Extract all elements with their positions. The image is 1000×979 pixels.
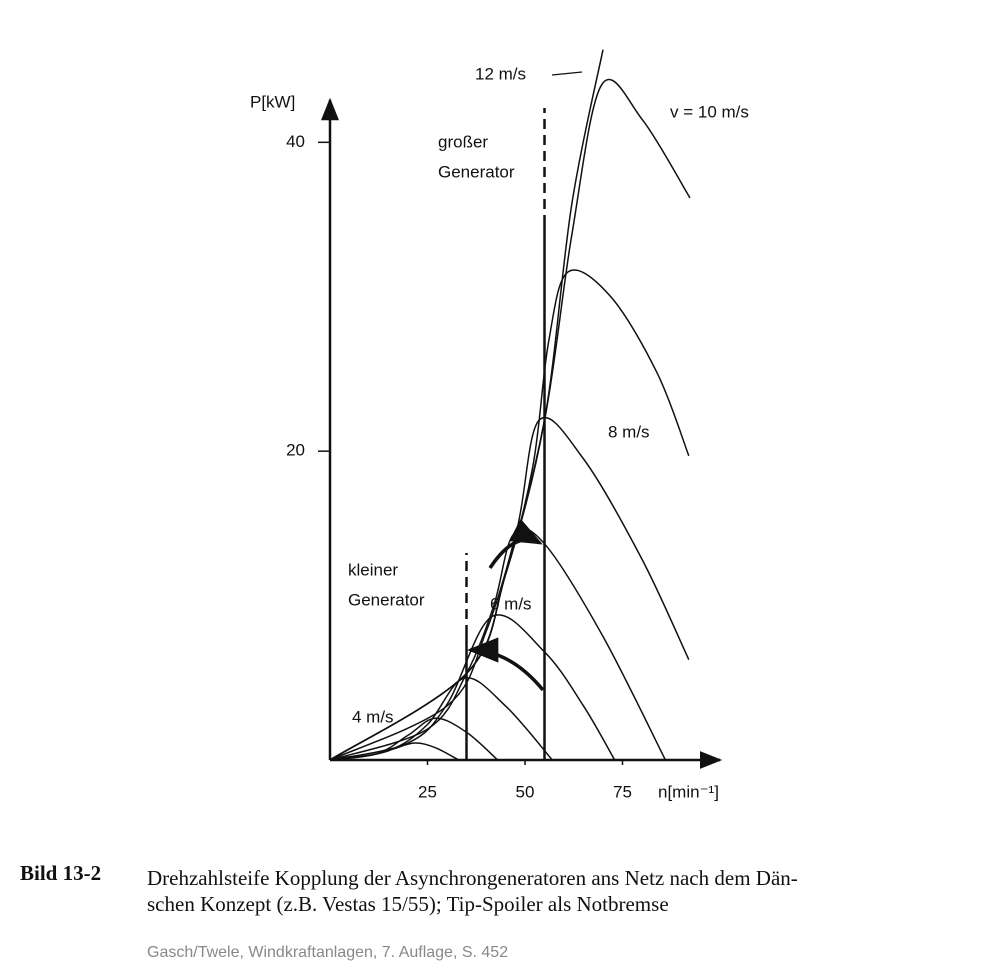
x-tick-label: 75 xyxy=(613,782,632,801)
power-curve xyxy=(329,527,667,761)
caption-label: Bild 13-2 xyxy=(20,861,101,885)
curve-label: 4 m/s xyxy=(352,707,394,726)
power-curve xyxy=(329,677,553,761)
annotation: großer xyxy=(438,132,488,151)
annotation: kleiner xyxy=(348,560,398,579)
y-tick-label: 40 xyxy=(286,132,305,151)
y-axis-label: P[kW] xyxy=(250,92,295,111)
x-axis-label: n[min⁻¹] xyxy=(658,782,719,801)
x-tick-label: 50 xyxy=(516,782,535,801)
power-curve xyxy=(329,269,690,761)
power-curve xyxy=(329,614,616,761)
y-tick-label: 20 xyxy=(286,441,305,460)
annotation: Generator xyxy=(348,590,425,609)
caption-source: Gasch/Twele, Windkraftanlagen, 7. Auflag… xyxy=(147,944,508,961)
caption-line: Drehzahlsteife Kopplung der Asynchrongen… xyxy=(147,866,798,890)
power-curve xyxy=(329,49,604,761)
caption-line: schen Konzept (z.B. Vestas 15/55); Tip-S… xyxy=(147,892,669,916)
curve-label: v = 10 m/s xyxy=(670,102,749,121)
curve-label: 6 m/s xyxy=(490,594,532,613)
power-curve xyxy=(329,417,690,761)
power-curve xyxy=(329,78,691,761)
curve-label: 8 m/s xyxy=(608,422,650,441)
annotation: Generator xyxy=(438,162,515,181)
x-tick-label: 25 xyxy=(418,782,437,801)
curve-label: 12 m/s xyxy=(475,64,526,83)
leader-line xyxy=(551,71,583,76)
